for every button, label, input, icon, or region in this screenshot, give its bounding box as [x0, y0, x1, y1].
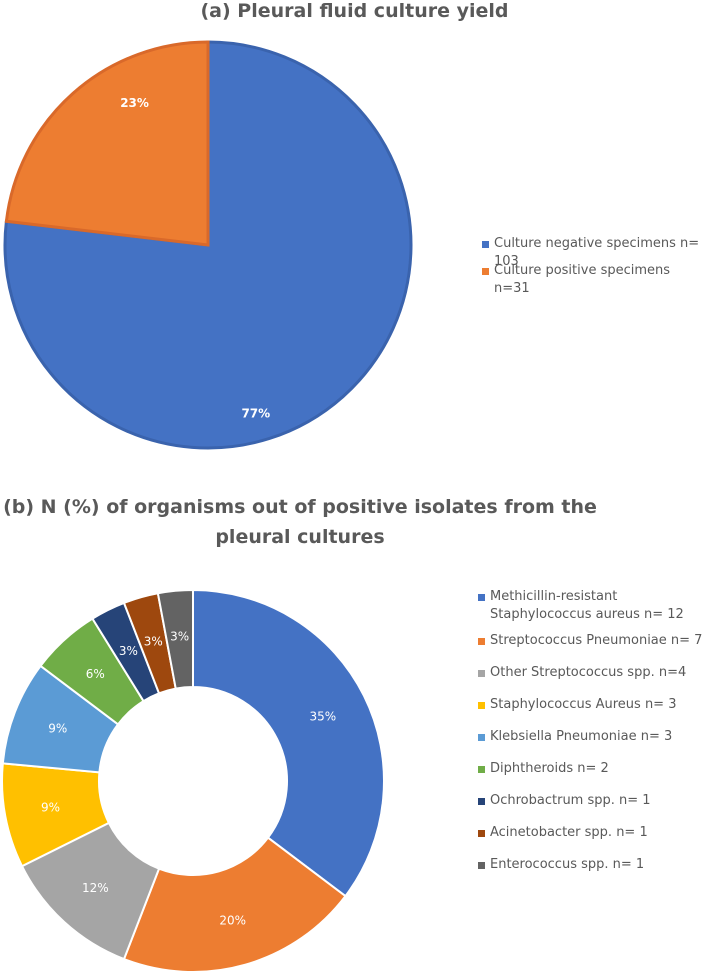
chart-b-legend: Methicillin-resistant Staphylococcus aur…: [478, 588, 708, 888]
a-legend-item-1: Culture positive specimens n=31: [482, 262, 709, 296]
b-legend-swatch-1: [478, 638, 485, 645]
b-legend-label-5: Diphtheroids n= 2: [490, 761, 609, 776]
a-legend-label-1: Culture positive specimens n=31: [494, 263, 671, 296]
chart-a-data-label-1: 23%: [120, 96, 149, 110]
b-legend-item-3: Staphylococcus Aureus n= 3: [478, 696, 708, 714]
chart-b-slice-8: [156, 588, 194, 690]
a-legend-item-0: Culture negative specimens n= 103: [482, 235, 709, 269]
b-legend-swatch-0: [478, 594, 485, 601]
chart-b-data-label-7: 3%: [144, 635, 163, 649]
chart-b-data-label-3: 9%: [41, 801, 60, 815]
b-legend-label-1: Streptococcus Pneumoniae n= 7: [490, 633, 703, 648]
b-legend-item-1: Streptococcus Pneumoniae n= 7: [478, 632, 708, 650]
chart-a-title: (a) Pleural fluid culture yield: [200, 0, 509, 22]
chart-b-slice-1: [122, 836, 347, 973]
b-legend-item-2: Other Streptococcus spp. n=4: [478, 664, 708, 682]
b-legend-item-8: Enterococcus spp. n= 1: [478, 856, 708, 874]
b-legend-item-6: Ochrobactrum spp. n= 1: [478, 792, 708, 810]
b-legend-swatch-2: [478, 670, 485, 677]
b-legend-label-4: Klebsiella Pneumoniae n= 3: [490, 729, 673, 744]
chart-b-data-label-6: 3%: [119, 644, 138, 658]
b-legend-label-0: Methicillin-resistant Staphylococcus aur…: [490, 589, 684, 622]
b-legend-swatch-6: [478, 798, 485, 805]
a-legend-swatch-1: [482, 268, 489, 275]
b-legend-label-6: Ochrobactrum spp. n= 1: [490, 793, 651, 808]
b-legend-swatch-8: [478, 862, 485, 869]
chart-a-slice-1: [4, 40, 210, 247]
chart-b-slice-0: [192, 588, 385, 898]
b-legend-swatch-3: [478, 702, 485, 709]
chart-b-data-label-0: 35%: [309, 709, 336, 723]
b-legend-label-3: Staphylococcus Aureus n= 3: [490, 697, 677, 712]
b-legend-swatch-4: [478, 734, 485, 741]
chart-a-data-label-0: 77%: [241, 406, 270, 420]
b-legend-item-4: Klebsiella Pneumoniae n= 3: [478, 728, 708, 746]
b-legend-label-7: Acinetobacter spp. n= 1: [490, 825, 648, 840]
chart-a-legend: Culture negative specimens n= 103 Culture…: [482, 235, 709, 296]
chart-b-data-label-5: 6%: [86, 667, 105, 681]
b-legend-swatch-7: [478, 830, 485, 837]
a-legend-swatch-0: [482, 241, 489, 248]
chart-b-data-label-4: 9%: [48, 722, 67, 736]
chart-b-data-label-8: 3%: [170, 630, 189, 644]
b-legend-label-2: Other Streptococcus spp. n=4: [490, 665, 687, 680]
a-legend-label-0: Culture negative specimens n= 103: [494, 236, 700, 269]
chart-b-data-label-2: 12%: [82, 881, 109, 895]
b-legend-item-5: Diphtheroids n= 2: [478, 760, 708, 778]
chart-b-data-label-1: 20%: [219, 913, 246, 927]
b-legend-swatch-5: [478, 766, 485, 773]
b-legend-label-8: Enterococcus spp. n= 1: [490, 857, 645, 872]
b-legend-item-7: Acinetobacter spp. n= 1: [478, 824, 708, 842]
b-legend-item-0: Methicillin-resistant Staphylococcus aur…: [478, 588, 708, 624]
chart-b-title: (b) N (%) of organisms out of positive i…: [3, 496, 597, 548]
